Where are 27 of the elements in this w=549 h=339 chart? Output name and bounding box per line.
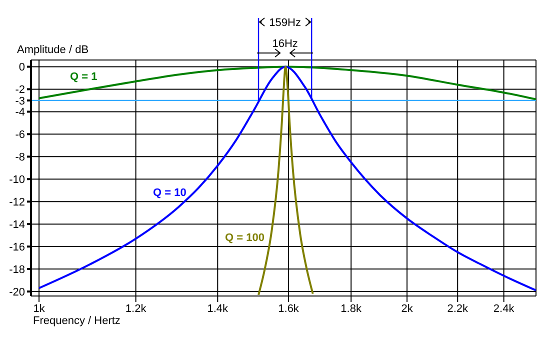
y-tick-label: 0: [18, 62, 25, 74]
y-tick-label: -20: [9, 286, 25, 298]
text: 159Hz: [269, 17, 301, 29]
x-tick-label: 1k: [33, 302, 46, 315]
series-label: Q = 10: [153, 187, 186, 199]
y-tick-label: -12: [9, 196, 25, 209]
y-tick-label: -4: [15, 106, 25, 119]
x-tick-label: 1.6k: [278, 302, 300, 315]
y-tick-label: -8: [15, 152, 25, 164]
x-tick-label: 1.4k: [207, 302, 229, 315]
y-tick-label: -2: [15, 84, 25, 96]
y-tick-label: -18: [9, 264, 25, 276]
x-axis-title: Frequency / Hertz: [33, 315, 120, 327]
y-tick-label: -3: [15, 95, 25, 108]
y-tick-label: -6: [15, 129, 25, 142]
x-tick-label: 2.2k: [447, 302, 469, 315]
text: 16Hz: [272, 38, 298, 50]
x-tick-label: 2.4k: [493, 302, 515, 315]
x-tick-label: 2k: [401, 302, 414, 315]
series-label: Q = 1: [70, 71, 98, 83]
series-label: Q = 100: [225, 232, 264, 244]
y-axis-title: Amplitude / dB: [17, 44, 89, 56]
y-tick-label: -14: [9, 218, 25, 231]
x-tick-label: 1.8k: [340, 302, 362, 315]
x-tick-label: 1.2k: [125, 302, 147, 315]
y-tick-label: -10: [9, 174, 25, 186]
y-tick-label: -16: [9, 241, 25, 254]
